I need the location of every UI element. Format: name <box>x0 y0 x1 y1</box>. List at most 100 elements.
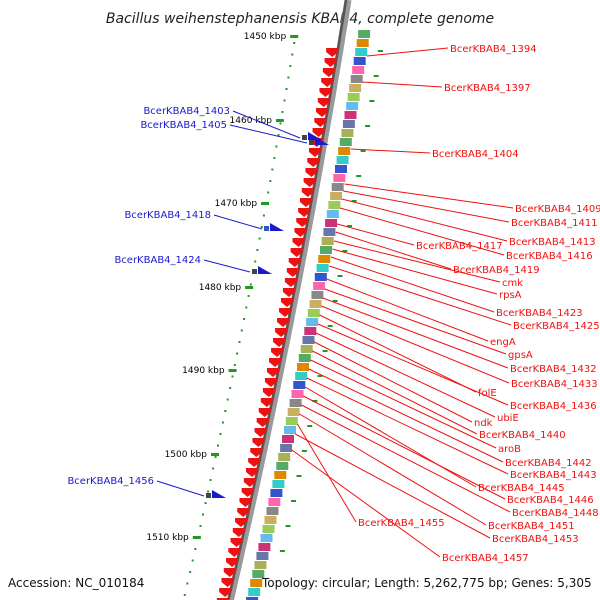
gene-arrow[interactable] <box>266 368 279 377</box>
feature-block[interactable] <box>331 183 344 191</box>
gene-arrow[interactable] <box>301 188 314 197</box>
gene-arrow[interactable] <box>280 298 293 307</box>
feature-block[interactable] <box>349 84 362 92</box>
feature-block[interactable] <box>352 66 365 74</box>
gene-arrow[interactable] <box>314 118 327 127</box>
feature-block[interactable] <box>313 282 326 290</box>
gene-arrow[interactable] <box>286 268 299 277</box>
gene-arrow[interactable] <box>277 318 290 327</box>
gene-arrow[interactable] <box>296 218 309 227</box>
gene-arrow[interactable] <box>284 278 297 287</box>
gene-arrow[interactable] <box>226 558 239 567</box>
feature-block[interactable] <box>246 597 259 600</box>
feature-block[interactable] <box>264 516 277 524</box>
feature-block[interactable] <box>289 399 302 407</box>
feature-block[interactable] <box>306 318 319 326</box>
feature-block[interactable] <box>280 444 293 452</box>
feature-block[interactable] <box>339 138 352 146</box>
feature-block[interactable] <box>254 561 267 569</box>
feature-block[interactable] <box>314 273 327 281</box>
gene-arrow[interactable] <box>305 168 318 177</box>
gene-arrow[interactable] <box>321 78 334 87</box>
gene-arrow[interactable] <box>264 378 277 387</box>
gene-arrow[interactable] <box>282 288 295 297</box>
gene-arrow[interactable] <box>243 478 256 487</box>
feature-block[interactable] <box>258 543 271 551</box>
gene-arrow[interactable] <box>245 468 258 477</box>
gene-arrow[interactable] <box>262 388 275 397</box>
feature-block[interactable] <box>274 471 287 479</box>
gene-arrow[interactable] <box>256 418 269 427</box>
gene-arrow[interactable] <box>322 68 335 77</box>
feature-block[interactable] <box>353 57 366 65</box>
feature-block[interactable] <box>336 156 349 164</box>
gene-arrow[interactable] <box>288 258 301 267</box>
feature-block[interactable] <box>328 201 341 209</box>
feature-block[interactable] <box>300 345 313 353</box>
feature-block[interactable] <box>330 192 343 200</box>
gene-arrow[interactable] <box>273 338 286 347</box>
feature-block[interactable] <box>307 309 320 317</box>
gene-arrow[interactable] <box>239 498 252 507</box>
feature-block[interactable] <box>347 93 360 101</box>
gene-arrow[interactable] <box>298 208 311 217</box>
feature-block[interactable] <box>302 336 315 344</box>
reverse-gene-block[interactable] <box>302 135 307 140</box>
feature-block[interactable] <box>344 111 357 119</box>
gene-arrow[interactable] <box>316 108 329 117</box>
gene-arrow[interactable] <box>307 158 320 167</box>
reverse-gene-arrow[interactable] <box>258 266 272 274</box>
feature-block[interactable] <box>311 291 324 299</box>
gene-arrow[interactable] <box>324 58 337 67</box>
feature-block[interactable] <box>335 165 347 173</box>
gene-arrow[interactable] <box>326 48 339 57</box>
feature-block[interactable] <box>252 570 265 578</box>
gene-arrow[interactable] <box>312 128 325 137</box>
gene-arrow[interactable] <box>271 348 284 357</box>
feature-block[interactable] <box>272 480 285 488</box>
gene-arrow[interactable] <box>223 568 236 577</box>
gene-arrow[interactable] <box>275 328 288 337</box>
feature-block[interactable] <box>293 381 306 389</box>
gene-arrow[interactable] <box>232 528 245 537</box>
feature-block[interactable] <box>260 534 273 542</box>
gene-arrow[interactable] <box>237 508 250 517</box>
reverse-gene-block[interactable] <box>252 269 257 274</box>
feature-block[interactable] <box>248 588 261 596</box>
feature-block[interactable] <box>342 120 355 128</box>
gene-arrow[interactable] <box>292 238 305 247</box>
feature-block[interactable] <box>321 237 334 245</box>
reverse-gene-arrow[interactable] <box>315 137 329 145</box>
feature-block[interactable] <box>282 435 294 443</box>
feature-block[interactable] <box>250 579 263 587</box>
feature-block[interactable] <box>318 255 331 263</box>
gene-arrow[interactable] <box>252 438 265 447</box>
feature-block[interactable] <box>326 210 339 218</box>
feature-block[interactable] <box>297 363 309 371</box>
feature-block[interactable] <box>356 39 369 47</box>
gene-arrow[interactable] <box>221 578 234 587</box>
gene-arrow[interactable] <box>309 148 322 157</box>
feature-block[interactable] <box>341 129 354 137</box>
feature-block[interactable] <box>323 228 336 236</box>
reverse-gene-arrow[interactable] <box>212 490 226 498</box>
gene-arrow[interactable] <box>228 548 241 557</box>
feature-block[interactable] <box>355 48 368 56</box>
reverse-gene-block[interactable] <box>206 493 211 498</box>
feature-block[interactable] <box>309 300 322 308</box>
gene-arrow[interactable] <box>230 538 243 547</box>
reverse-gene-block[interactable] <box>309 140 314 145</box>
gene-arrow[interactable] <box>303 178 316 187</box>
gene-arrow[interactable] <box>235 518 248 527</box>
feature-block[interactable] <box>287 408 300 416</box>
feature-block[interactable] <box>325 219 338 227</box>
feature-block[interactable] <box>262 525 275 533</box>
feature-block[interactable] <box>346 102 359 110</box>
gene-arrow[interactable] <box>294 228 307 237</box>
reverse-gene-arrow[interactable] <box>270 223 284 231</box>
feature-block[interactable] <box>266 507 279 515</box>
gene-arrow[interactable] <box>319 88 332 97</box>
gene-arrow[interactable] <box>279 308 292 317</box>
gene-arrow[interactable] <box>219 588 232 597</box>
feature-block[interactable] <box>285 417 298 425</box>
